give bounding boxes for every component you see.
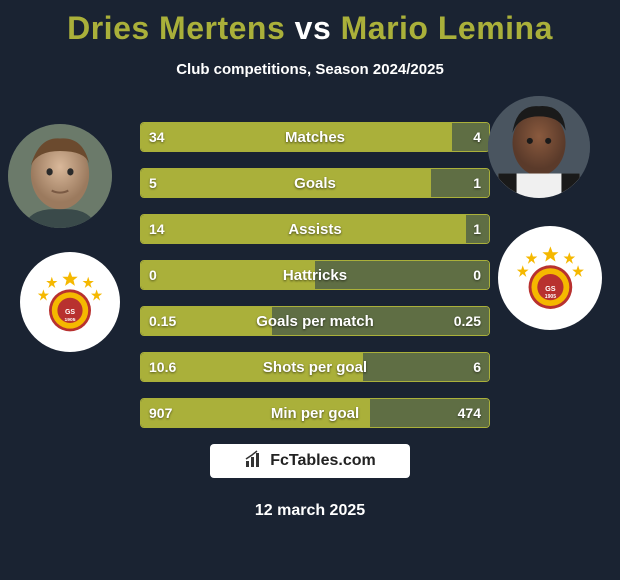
bar-fill-left xyxy=(141,399,370,427)
stat-value-left: 5 xyxy=(149,169,157,197)
bar-fill-left xyxy=(141,169,431,197)
svg-text:GS: GS xyxy=(65,309,75,316)
bar-fill-right xyxy=(363,353,489,381)
bar-fill-right xyxy=(315,261,489,289)
player2-avatar xyxy=(488,96,590,198)
svg-text:1905: 1905 xyxy=(544,294,555,300)
player1-club-badge: GS 1905 xyxy=(20,252,120,352)
stat-value-right: 0.25 xyxy=(454,307,481,335)
player1-avatar xyxy=(8,124,112,228)
bar-fill-left xyxy=(141,261,315,289)
stat-row: 51Goals xyxy=(140,168,490,198)
bar-fill-left xyxy=(141,215,466,243)
player2-name: Mario Lemina xyxy=(341,10,553,46)
branding-text: FcTables.com xyxy=(270,452,376,470)
stat-value-left: 14 xyxy=(149,215,165,243)
stat-row: 344Matches xyxy=(140,122,490,152)
stat-row: 907474Min per goal xyxy=(140,398,490,428)
stat-value-left: 34 xyxy=(149,123,165,151)
player2-club-badge: GS 1905 xyxy=(498,226,602,330)
stats-bars: 344Matches51Goals141Assists00Hattricks0.… xyxy=(140,122,490,444)
stat-row: 00Hattricks xyxy=(140,260,490,290)
player1-name: Dries Mertens xyxy=(67,10,285,46)
stat-value-right: 1 xyxy=(473,215,481,243)
stat-row: 0.150.25Goals per match xyxy=(140,306,490,336)
stat-value-right: 1 xyxy=(473,169,481,197)
stat-value-left: 907 xyxy=(149,399,172,427)
subtitle: Club competitions, Season 2024/2025 xyxy=(0,61,620,78)
stat-value-right: 474 xyxy=(458,399,481,427)
date-text: 12 march 2025 xyxy=(0,502,620,520)
chart-icon xyxy=(244,449,264,474)
stat-value-right: 0 xyxy=(473,261,481,289)
vs-text: vs xyxy=(295,10,332,46)
stat-value-left: 0 xyxy=(149,261,157,289)
stat-value-left: 0.15 xyxy=(149,307,176,335)
stat-row: 10.66Shots per goal xyxy=(140,352,490,382)
stat-value-left: 10.6 xyxy=(149,353,176,381)
svg-text:1905: 1905 xyxy=(65,317,76,323)
bar-fill-left xyxy=(141,123,452,151)
bar-fill-right xyxy=(452,123,489,151)
stat-value-right: 4 xyxy=(473,123,481,151)
comparison-title: Dries Mertens vs Mario Lemina xyxy=(0,0,620,47)
branding-badge: FcTables.com xyxy=(210,444,410,478)
stat-row: 141Assists xyxy=(140,214,490,244)
svg-text:GS: GS xyxy=(545,283,556,292)
stat-value-right: 6 xyxy=(473,353,481,381)
